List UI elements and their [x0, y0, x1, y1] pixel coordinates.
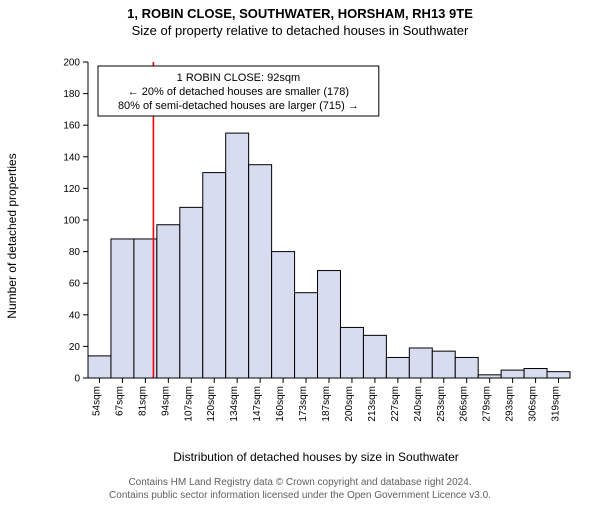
y-tick-label: 180	[63, 89, 80, 100]
bar	[547, 372, 570, 378]
attribution-line-1: Contains HM Land Registry data © Crown c…	[0, 477, 600, 490]
y-tick-label: 40	[69, 310, 81, 321]
bar	[501, 370, 524, 378]
bar	[226, 133, 249, 378]
bar	[386, 357, 409, 378]
bar	[88, 356, 111, 378]
x-tick-label: 107sqm	[183, 386, 194, 422]
bar	[524, 369, 547, 378]
page-subtitle: Size of property relative to detached ho…	[0, 23, 600, 38]
y-tick-label: 20	[69, 342, 81, 353]
y-tick-label: 0	[74, 374, 80, 385]
chart-plot: 0 20 40 60 80 100 120 140 160 180 200 54sqm 67sqm 81s…	[56, 56, 576, 436]
x-tick-label: 147sqm	[252, 386, 263, 422]
y-tick-label: 140	[63, 152, 80, 163]
attribution: Contains HM Land Registry data © Crown c…	[0, 477, 600, 502]
bar	[203, 173, 226, 378]
y-tick-label: 100	[63, 216, 80, 227]
x-tick-label: 227sqm	[390, 386, 401, 422]
x-tick-label: 266sqm	[459, 386, 470, 422]
bar	[272, 252, 295, 378]
attribution-line-2: Contains public sector information licen…	[0, 490, 600, 503]
annotation-line: 80% of semi-detached houses are larger (…	[118, 100, 359, 112]
x-tick-label: 279sqm	[482, 386, 493, 422]
x-tick-label: 306sqm	[528, 386, 539, 422]
bar	[157, 225, 180, 378]
bar	[318, 271, 341, 378]
x-tick-label: 240sqm	[413, 386, 424, 422]
x-tick-label: 67sqm	[114, 386, 125, 416]
chart-svg: 0 20 40 60 80 100 120 140 160 180 200 54sqm 67sqm 81s…	[56, 56, 576, 436]
x-tick-label: 54sqm	[91, 386, 102, 416]
y-axis-label: Number of detached properties	[5, 153, 19, 318]
annotation-line: 1 ROBIN CLOSE: 92sqm	[177, 72, 301, 84]
y-tick-label: 60	[69, 279, 81, 290]
x-tick-label: 200sqm	[344, 386, 355, 422]
bar	[295, 293, 318, 378]
x-tick-label: 173sqm	[298, 386, 309, 422]
x-axis-label: Distribution of detached houses by size …	[173, 450, 459, 464]
x-tick-label: 94sqm	[160, 386, 171, 416]
x-tick-label: 293sqm	[505, 386, 516, 422]
x-tick-label: 187sqm	[321, 386, 332, 422]
bar	[409, 348, 432, 378]
bar	[455, 357, 478, 378]
title-block: 1, ROBIN CLOSE, SOUTHWATER, HORSHAM, RH1…	[0, 6, 600, 38]
bar	[111, 239, 134, 378]
page-title: 1, ROBIN CLOSE, SOUTHWATER, HORSHAM, RH1…	[0, 6, 600, 21]
x-tick-label: 253sqm	[436, 386, 447, 422]
bar	[432, 351, 455, 378]
x-tick-label: 160sqm	[275, 386, 286, 422]
x-tick-label: 120sqm	[206, 386, 217, 422]
x-tick-label: 134sqm	[229, 386, 240, 422]
x-tick-label: 319sqm	[551, 386, 562, 422]
bar	[249, 165, 272, 378]
bar	[340, 327, 363, 378]
bar	[363, 335, 386, 378]
x-tick-label: 213sqm	[367, 386, 378, 422]
y-tick-label: 80	[69, 247, 81, 258]
y-tick-label: 160	[63, 121, 80, 132]
y-tick-label: 120	[63, 184, 80, 195]
bar	[180, 207, 203, 378]
x-tick-label: 81sqm	[137, 386, 148, 416]
y-tick-label: 200	[63, 58, 80, 69]
annotation-line: ← 20% of detached houses are smaller (17…	[128, 86, 349, 98]
